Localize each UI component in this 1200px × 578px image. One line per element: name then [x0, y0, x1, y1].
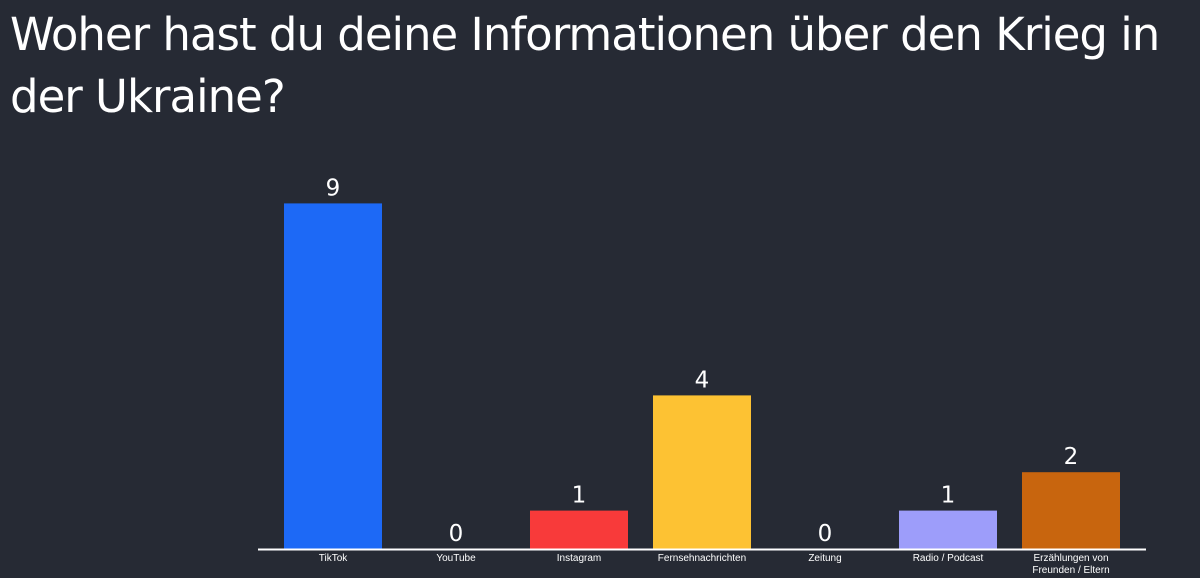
category-label-4: Zeitung: [808, 553, 841, 564]
category-label-5: Radio / Podcast: [913, 553, 984, 564]
category-label-0: TikTok: [319, 553, 349, 564]
value-label-4: 0: [818, 521, 833, 547]
bar-3: [653, 395, 751, 549]
value-label-2: 1: [572, 483, 587, 509]
title: Woher hast du deine Informationen über d…: [10, 8, 1160, 123]
category-label-3: Fernsehnachrichten: [658, 553, 746, 564]
bar-5: [899, 510, 997, 549]
category-label-6-line-1: Freunden / Eltern: [1032, 565, 1109, 576]
bar-6: [1022, 472, 1120, 549]
bars-layer: [284, 203, 1120, 549]
category-label-1: YouTube: [436, 553, 476, 564]
value-label-1: 0: [449, 521, 464, 547]
category-label-6-line-0: Erzählungen von: [1033, 553, 1108, 564]
category-label-2: Instagram: [557, 553, 601, 564]
value-label-3: 4: [695, 367, 710, 393]
bar-0: [284, 203, 382, 549]
value-label-0: 9: [326, 175, 341, 201]
bar-2: [530, 510, 628, 549]
value-label-6: 2: [1064, 444, 1079, 470]
value-label-5: 1: [941, 483, 956, 509]
labels-layer: 9 TikTok 0 YouTube 1 Instagram 4 Fernsehnachric…: [319, 175, 1110, 576]
